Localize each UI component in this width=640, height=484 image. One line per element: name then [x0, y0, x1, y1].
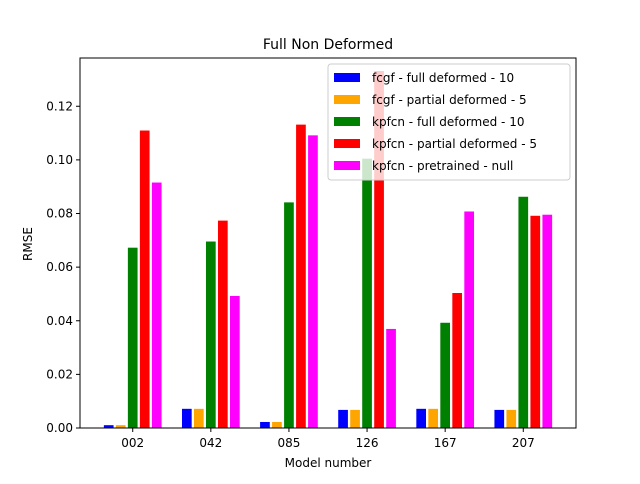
bar	[529, 214, 541, 429]
x-tick-label: 042	[199, 436, 222, 450]
bar	[229, 295, 241, 429]
x-tick-label: 126	[356, 436, 379, 450]
legend-swatch	[334, 117, 360, 126]
bar	[283, 201, 295, 429]
legend-swatch	[334, 161, 360, 170]
bar	[337, 409, 349, 429]
bar	[205, 240, 217, 429]
bar	[217, 219, 229, 429]
legend-swatch	[334, 95, 360, 104]
y-tick-label: 0.12	[46, 99, 73, 113]
bar	[505, 409, 517, 429]
bar	[349, 409, 361, 429]
y-tick-label: 0.00	[46, 421, 73, 435]
x-tick-label: 207	[512, 436, 535, 450]
bar	[259, 421, 271, 429]
y-tick-label: 0.10	[46, 153, 73, 167]
x-tick-label: 085	[277, 436, 300, 450]
chart-title: Full Non Deformed	[263, 37, 393, 53]
bar	[517, 195, 529, 429]
bar	[139, 129, 151, 429]
bar	[427, 408, 439, 429]
bar	[439, 321, 451, 429]
bar	[271, 421, 283, 429]
bar	[541, 213, 553, 429]
bar	[151, 181, 163, 429]
bar	[385, 328, 397, 429]
legend-label: kpfcn - partial deformed - 5	[372, 137, 537, 151]
plot-frame	[79, 57, 577, 429]
x-axis-label: Model number	[285, 456, 372, 470]
x-tick-label: 002	[121, 436, 144, 450]
legend-label: kpfcn - pretrained - null	[372, 159, 513, 173]
bar	[181, 408, 193, 429]
bar	[463, 210, 475, 429]
legend-label: fcgf - partial deformed - 5	[372, 93, 527, 107]
bar	[451, 292, 463, 429]
legend-swatch	[334, 73, 360, 82]
legend: fcgf - full deformed - 10 fcgf - partial …	[327, 63, 571, 181]
bar	[295, 123, 307, 429]
bar	[493, 409, 505, 429]
bar	[361, 157, 373, 429]
legend-label: kpfcn - full deformed - 10	[372, 115, 524, 129]
y-tick-label: 0.08	[46, 207, 73, 221]
y-tick-label: 0.06	[46, 260, 73, 274]
bars-layer	[103, 70, 553, 429]
y-tick-label: 0.02	[46, 367, 73, 381]
y-axis-label: RMSE	[21, 227, 35, 261]
bar	[415, 408, 427, 429]
axes-layer: 002 042 085 126 167 207 0.00 0.02 0.04 0.06 0.08 0.…	[46, 57, 577, 450]
x-tick-label: 167	[434, 436, 457, 450]
bar	[127, 246, 139, 429]
legend-label: fcgf - full deformed - 10	[372, 71, 514, 85]
bar	[307, 134, 319, 429]
legend-box	[327, 63, 571, 181]
y-tick-label: 0.04	[46, 314, 73, 328]
legend-swatch	[334, 139, 360, 148]
bar	[193, 408, 205, 429]
